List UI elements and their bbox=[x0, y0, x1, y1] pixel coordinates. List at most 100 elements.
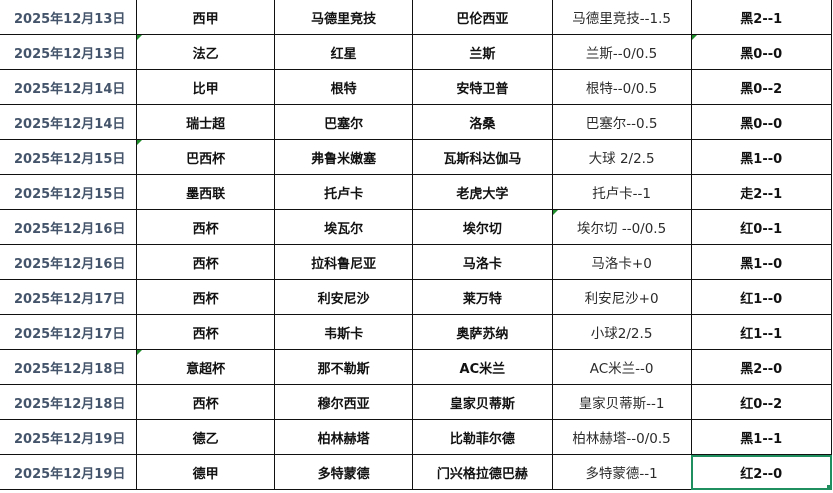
cell-date[interactable]: 2025年12月16日 bbox=[0, 244, 137, 280]
cell-tip[interactable]: 大球 2/2.5 bbox=[551, 139, 692, 175]
cell-home[interactable]: 根特 bbox=[274, 69, 413, 105]
cell-away[interactable]: 老虎大学 bbox=[411, 174, 553, 210]
cell-away[interactable]: 皇家贝蒂斯 bbox=[411, 384, 553, 420]
cell-home[interactable]: 红星 bbox=[274, 34, 413, 70]
cell-league[interactable]: 巴西杯 bbox=[135, 139, 276, 175]
cell-home[interactable]: 柏林赫塔 bbox=[274, 419, 413, 455]
cell-result[interactable]: 黑1--0 bbox=[690, 139, 832, 175]
cell-away[interactable]: 门兴格拉德巴赫 bbox=[411, 454, 553, 490]
cell-league[interactable]: 西杯 bbox=[135, 244, 276, 280]
table-row: 2025年12月13日 法乙 红星 兰斯 兰斯--0/0.5 黑0--0 bbox=[0, 34, 832, 70]
table-row: 2025年12月14日 比甲 根特 安特卫普 根特--0/0.5 黑0--2 bbox=[0, 69, 832, 105]
cell-date[interactable]: 2025年12月14日 bbox=[0, 69, 137, 105]
cell-away[interactable]: 瓦斯科达伽马 bbox=[411, 139, 553, 175]
cell-league[interactable]: 西杯 bbox=[135, 384, 276, 420]
table-row: 2025年12月19日 德甲 多特蒙德 门兴格拉德巴赫 多特蒙德--1 红2--0 bbox=[0, 454, 832, 490]
cell-result[interactable]: 红1--1 bbox=[690, 314, 832, 350]
cell-tip[interactable]: 马德里竞技--1.5 bbox=[551, 0, 692, 35]
cell-away[interactable]: 比勒菲尔德 bbox=[411, 419, 553, 455]
table-row: 2025年12月18日 意超杯 那不勒斯 AC米兰 AC米兰--0 黑2--0 bbox=[0, 349, 832, 385]
cell-league[interactable]: 西杯 bbox=[135, 279, 276, 315]
cell-tip[interactable]: 柏林赫塔--0/0.5 bbox=[551, 419, 692, 455]
cell-home[interactable]: 马德里竞技 bbox=[274, 0, 413, 35]
table-row: 2025年12月16日 西杯 埃瓦尔 埃尔切 埃尔切 --0/0.5 红0--1 bbox=[0, 209, 832, 245]
cell-tip[interactable]: 巴塞尔--0.5 bbox=[551, 104, 692, 140]
table-row: 2025年12月15日 墨西联 托卢卡 老虎大学 托卢卡--1 走2--1 bbox=[0, 174, 832, 210]
cell-date[interactable]: 2025年12月15日 bbox=[0, 139, 137, 175]
cell-away[interactable]: 莱万特 bbox=[411, 279, 553, 315]
cell-away[interactable]: 奥萨苏纳 bbox=[411, 314, 553, 350]
table-row: 2025年12月19日 德乙 柏林赫塔 比勒菲尔德 柏林赫塔--0/0.5 黑1--1 bbox=[0, 419, 832, 455]
cell-home[interactable]: 拉科鲁尼亚 bbox=[274, 244, 413, 280]
cell-result[interactable]: 黑1--0 bbox=[690, 244, 832, 280]
cell-date[interactable]: 2025年12月19日 bbox=[0, 454, 137, 490]
cell-away[interactable]: 安特卫普 bbox=[411, 69, 553, 105]
cell-league[interactable]: 德甲 bbox=[135, 454, 276, 490]
fill-handle[interactable] bbox=[827, 485, 831, 489]
cell-date[interactable]: 2025年12月17日 bbox=[0, 279, 137, 315]
cell-date[interactable]: 2025年12月18日 bbox=[0, 384, 137, 420]
table-row: 2025年12月16日 西杯 拉科鲁尼亚 马洛卡 马洛卡+0 黑1--0 bbox=[0, 244, 832, 280]
cell-tip[interactable]: 埃尔切 --0/0.5 bbox=[551, 209, 692, 245]
cell-home[interactable]: 弗鲁米嫩塞 bbox=[274, 139, 413, 175]
cell-home[interactable]: 利安尼沙 bbox=[274, 279, 413, 315]
cell-league[interactable]: 西甲 bbox=[135, 0, 276, 35]
cell-tip[interactable]: 兰斯--0/0.5 bbox=[551, 34, 692, 70]
cell-tip[interactable]: 根特--0/0.5 bbox=[551, 69, 692, 105]
cell-away[interactable]: 埃尔切 bbox=[411, 209, 553, 245]
cell-date[interactable]: 2025年12月16日 bbox=[0, 209, 137, 245]
cell-result[interactable]: 黑0--2 bbox=[690, 69, 832, 105]
cell-result[interactable]: 红1--0 bbox=[690, 279, 832, 315]
cell-tip[interactable]: AC米兰--0 bbox=[551, 349, 692, 385]
cell-league[interactable]: 瑞士超 bbox=[135, 104, 276, 140]
cell-league[interactable]: 法乙 bbox=[135, 34, 276, 70]
cell-tip[interactable]: 马洛卡+0 bbox=[551, 244, 692, 280]
cell-result[interactable]: 黑2--0 bbox=[690, 349, 832, 385]
table-row: 2025年12月13日 西甲 马德里竞技 巴伦西亚 马德里竞技--1.5 黑2--1 bbox=[0, 0, 832, 35]
cell-tip[interactable]: 皇家贝蒂斯--1 bbox=[551, 384, 692, 420]
cell-league[interactable]: 德乙 bbox=[135, 419, 276, 455]
cell-home[interactable]: 埃瓦尔 bbox=[274, 209, 413, 245]
cell-result[interactable]: 红2--0 bbox=[690, 454, 832, 490]
cell-league[interactable]: 墨西联 bbox=[135, 174, 276, 210]
cell-league[interactable]: 西杯 bbox=[135, 209, 276, 245]
table-row: 2025年12月15日 巴西杯 弗鲁米嫩塞 瓦斯科达伽马 大球 2/2.5 黑1--0 bbox=[0, 139, 832, 175]
table-row: 2025年12月14日 瑞士超 巴塞尔 洛桑 巴塞尔--0.5 黑0--0 bbox=[0, 104, 832, 140]
cell-date[interactable]: 2025年12月17日 bbox=[0, 314, 137, 350]
cell-result[interactable]: 走2--1 bbox=[690, 174, 832, 210]
cell-away[interactable]: AC米兰 bbox=[411, 349, 553, 385]
cell-tip[interactable]: 利安尼沙+0 bbox=[551, 279, 692, 315]
cell-home[interactable]: 巴塞尔 bbox=[274, 104, 413, 140]
cell-home[interactable]: 托卢卡 bbox=[274, 174, 413, 210]
cell-date[interactable]: 2025年12月18日 bbox=[0, 349, 137, 385]
cell-away[interactable]: 马洛卡 bbox=[411, 244, 553, 280]
cell-date[interactable]: 2025年12月14日 bbox=[0, 104, 137, 140]
cell-home[interactable]: 穆尔西亚 bbox=[274, 384, 413, 420]
cell-tip[interactable]: 小球2/2.5 bbox=[551, 314, 692, 350]
cell-date[interactable]: 2025年12月13日 bbox=[0, 34, 137, 70]
table-row: 2025年12月17日 西杯 利安尼沙 莱万特 利安尼沙+0 红1--0 bbox=[0, 279, 832, 315]
cell-away[interactable]: 巴伦西亚 bbox=[411, 0, 553, 35]
cell-date[interactable]: 2025年12月15日 bbox=[0, 174, 137, 210]
cell-tip[interactable]: 多特蒙德--1 bbox=[551, 454, 692, 490]
cell-away[interactable]: 洛桑 bbox=[411, 104, 553, 140]
cell-home[interactable]: 那不勒斯 bbox=[274, 349, 413, 385]
cell-result[interactable]: 红0--1 bbox=[690, 209, 832, 245]
cell-home[interactable]: 多特蒙德 bbox=[274, 454, 413, 490]
cell-league[interactable]: 西杯 bbox=[135, 314, 276, 350]
cell-result[interactable]: 黑0--0 bbox=[690, 104, 832, 140]
cell-result[interactable]: 红0--2 bbox=[690, 384, 832, 420]
cell-result[interactable]: 黑0--0 bbox=[690, 34, 832, 70]
cell-away[interactable]: 兰斯 bbox=[411, 34, 553, 70]
cell-date[interactable]: 2025年12月19日 bbox=[0, 419, 137, 455]
cell-tip[interactable]: 托卢卡--1 bbox=[551, 174, 692, 210]
table-row: 2025年12月17日 西杯 韦斯卡 奥萨苏纳 小球2/2.5 红1--1 bbox=[0, 314, 832, 350]
cell-league[interactable]: 比甲 bbox=[135, 69, 276, 105]
cell-result[interactable]: 黑2--1 bbox=[690, 0, 832, 35]
cell-league[interactable]: 意超杯 bbox=[135, 349, 276, 385]
cell-result[interactable]: 黑1--1 bbox=[690, 419, 832, 455]
cell-date[interactable]: 2025年12月13日 bbox=[0, 0, 137, 35]
table-row: 2025年12月18日 西杯 穆尔西亚 皇家贝蒂斯 皇家贝蒂斯--1 红0--2 bbox=[0, 384, 832, 420]
cell-home[interactable]: 韦斯卡 bbox=[274, 314, 413, 350]
